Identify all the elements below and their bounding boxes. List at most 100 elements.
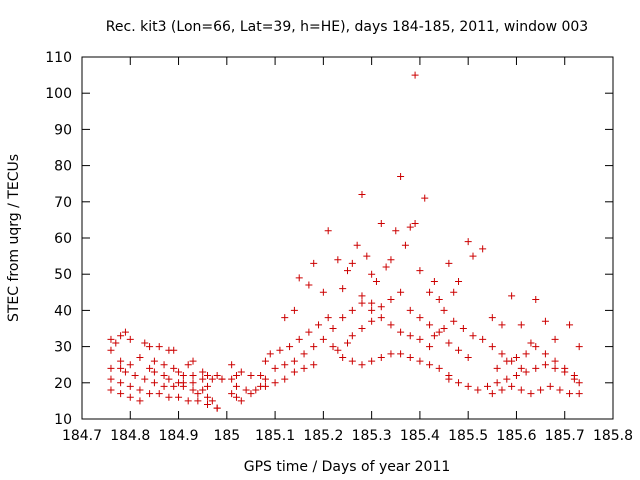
data-point — [189, 372, 197, 380]
data-point — [464, 382, 472, 390]
data-point — [179, 372, 187, 380]
data-point — [430, 277, 438, 285]
data-point — [305, 281, 313, 289]
data-point — [416, 357, 424, 365]
data-point — [397, 350, 405, 358]
data-point — [575, 379, 583, 387]
data-point — [479, 335, 487, 343]
data-point — [310, 259, 318, 267]
data-point — [368, 317, 376, 325]
data-point — [532, 296, 540, 304]
data-point — [107, 346, 115, 354]
data-point — [358, 299, 366, 307]
data-point — [199, 386, 207, 394]
data-point — [426, 361, 434, 369]
y-tick-label: 20 — [54, 376, 72, 392]
data-point — [348, 259, 356, 267]
data-point — [387, 296, 395, 304]
data-point — [150, 379, 158, 387]
data-point — [204, 372, 212, 380]
data-point — [493, 364, 501, 372]
data-point — [165, 393, 173, 401]
data-point — [527, 339, 535, 347]
data-point — [329, 325, 337, 332]
data-point — [527, 390, 535, 398]
data-point — [416, 267, 424, 275]
data-point — [344, 339, 351, 347]
data-point — [566, 321, 574, 329]
data-point — [199, 368, 207, 376]
data-point — [300, 350, 308, 358]
data-point — [117, 332, 125, 340]
y-tick-label: 50 — [54, 267, 72, 283]
data-point — [266, 350, 274, 358]
data-point — [329, 343, 337, 351]
data-point — [435, 296, 443, 304]
data-point — [237, 368, 245, 376]
x-tick-label: 185.1 — [255, 428, 295, 444]
data-point — [150, 368, 158, 376]
data-point — [372, 277, 380, 285]
data-point — [170, 382, 178, 390]
data-point — [392, 227, 400, 235]
data-point — [189, 357, 197, 365]
data-point — [508, 382, 516, 390]
data-point — [561, 364, 569, 372]
data-point — [406, 223, 414, 231]
data-point — [455, 379, 463, 387]
data-point — [551, 357, 559, 365]
data-point — [290, 368, 298, 376]
data-point — [368, 357, 376, 365]
data-point — [131, 372, 139, 380]
data-point — [117, 364, 125, 372]
data-point — [290, 306, 298, 314]
data-point — [537, 386, 545, 394]
x-tick-label: 184.7 — [62, 428, 102, 444]
data-point — [368, 299, 376, 307]
data-point — [146, 364, 154, 372]
data-point — [170, 346, 178, 354]
data-point — [464, 238, 472, 246]
data-point — [281, 314, 289, 322]
data-point — [334, 346, 342, 354]
data-point — [281, 361, 289, 369]
data-point — [406, 306, 414, 314]
data-point — [232, 372, 240, 380]
data-point — [445, 375, 453, 383]
data-point — [387, 321, 395, 329]
data-point — [551, 364, 559, 372]
data-point — [315, 321, 323, 329]
data-point — [532, 364, 540, 372]
data-point — [232, 382, 240, 390]
data-point — [237, 397, 245, 405]
data-point — [107, 375, 115, 383]
data-point — [295, 335, 303, 343]
data-point — [141, 339, 149, 347]
data-point — [247, 372, 255, 380]
data-point — [126, 335, 134, 343]
data-point — [300, 364, 308, 372]
data-point — [107, 364, 115, 372]
data-point — [377, 314, 385, 322]
data-point — [387, 350, 395, 358]
data-point — [242, 386, 250, 394]
data-point — [175, 379, 183, 387]
data-point — [199, 375, 207, 383]
data-point — [170, 364, 178, 372]
data-point — [517, 364, 525, 372]
y-tick-label: 40 — [54, 303, 72, 319]
y-tick-label: 110 — [45, 50, 72, 66]
data-point — [189, 379, 197, 387]
data-point — [136, 386, 144, 394]
data-point — [445, 259, 453, 267]
data-point — [184, 361, 192, 369]
y-tick-label: 70 — [54, 195, 72, 211]
y-tick-label: 90 — [54, 122, 72, 138]
data-point — [368, 270, 376, 278]
data-point — [358, 191, 366, 199]
data-point — [339, 353, 347, 361]
data-point — [517, 321, 525, 329]
data-point — [440, 325, 448, 332]
data-point — [570, 372, 578, 380]
data-point — [136, 353, 144, 361]
